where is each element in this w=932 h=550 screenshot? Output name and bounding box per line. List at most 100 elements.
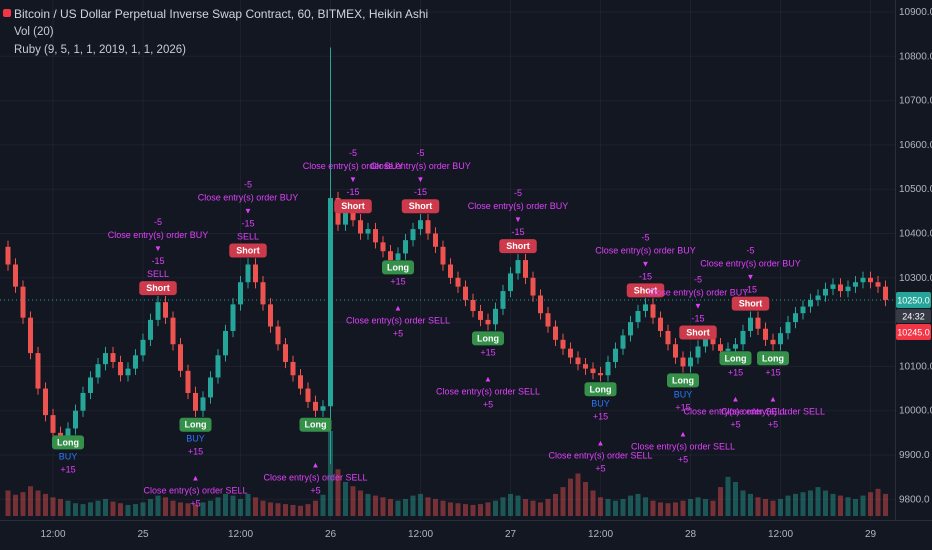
time-axis[interactable]: 12:00 25 12:00 26 12:00 27 12:00 28 12:00 29	[0, 520, 932, 550]
volume-bar	[485, 502, 491, 516]
time-axis-label: 25	[137, 529, 149, 540]
candle	[118, 361, 123, 376]
short-signal-badge[interactable]	[679, 325, 717, 340]
long-signal-badge[interactable]	[179, 417, 212, 432]
candle	[748, 317, 753, 331]
long-signal-badge[interactable]	[719, 351, 752, 366]
volume-bar	[568, 478, 573, 516]
candles-layer	[5, 47, 888, 464]
volume-bar	[133, 504, 138, 516]
order-annotation: ▼	[154, 244, 162, 253]
order-annotation: Close entry(s) order SELL	[548, 450, 652, 460]
volume-bar	[800, 492, 806, 516]
candle	[470, 299, 476, 312]
candle	[643, 304, 648, 312]
short-signal-badge[interactable]	[626, 283, 665, 298]
last-price-badge-label: 10250.0	[897, 295, 930, 305]
volume-bar	[470, 504, 476, 516]
order-annotation: Close entry(s) order BUY	[198, 193, 299, 203]
candle	[740, 330, 746, 345]
volume-bar	[305, 504, 311, 516]
long-signal-badge[interactable]	[299, 417, 332, 432]
alt-price-badge	[896, 324, 931, 340]
time-axis-label: 12:00	[40, 529, 65, 540]
candle	[208, 377, 213, 398]
candle	[605, 361, 611, 376]
volume-bar	[755, 497, 761, 516]
candle	[140, 339, 146, 356]
candle	[275, 326, 281, 345]
volume-bar	[455, 503, 461, 516]
volume-bar	[13, 494, 18, 516]
long-signal-badge[interactable]	[382, 260, 414, 275]
volume-bar	[275, 503, 281, 516]
order-annotation: ▼	[747, 273, 755, 282]
time-axis-label: 26	[325, 529, 337, 540]
volume-bar	[50, 497, 56, 516]
signal-badge-label: Long	[57, 437, 79, 447]
signal-badge-label: Long	[387, 262, 409, 272]
short-signal-badge[interactable]	[499, 239, 537, 254]
long-signal-badge[interactable]	[757, 351, 789, 366]
candle	[575, 357, 581, 365]
long-signal-badge[interactable]	[584, 382, 617, 397]
price-axis-label: 10600.0	[899, 140, 932, 151]
candle	[583, 364, 588, 369]
short-signal-badge[interactable]	[731, 296, 770, 311]
short-signal-badge[interactable]	[334, 199, 372, 214]
order-annotation: Close entry(s) order SELL	[263, 473, 367, 483]
candle	[5, 246, 11, 265]
volume-bar	[373, 495, 378, 516]
volume-bar	[658, 502, 663, 516]
volume-bar	[643, 497, 648, 516]
candle	[125, 368, 131, 376]
volume-bar	[335, 469, 341, 516]
order-annotation: -5	[416, 148, 424, 158]
order-annotation: +15	[765, 367, 780, 377]
long-signal-badge[interactable]	[52, 435, 84, 450]
volume-bar	[20, 492, 26, 516]
volume-bar	[733, 482, 738, 516]
candle	[830, 284, 836, 289]
volume-bar	[650, 500, 656, 516]
candle	[35, 353, 41, 389]
candle	[418, 220, 423, 230]
volume-bar	[185, 503, 191, 516]
volume-bar	[868, 492, 873, 516]
volume-bar	[478, 504, 483, 516]
candle	[530, 277, 536, 296]
order-annotation: BUY	[674, 389, 693, 399]
short-signal-badge[interactable]	[401, 199, 440, 214]
signal-badge-label: Short	[409, 201, 433, 211]
price-axis[interactable]: 10900.0 10800.0 10700.0 10600.0 10500.0 10400…	[895, 0, 932, 550]
order-annotation: Close entry(s) order BUY	[303, 161, 404, 171]
short-signal-badge[interactable]	[139, 281, 177, 296]
volume-indicator-label[interactable]: Vol (20)	[14, 26, 54, 38]
candle	[88, 377, 93, 393]
candle	[485, 319, 491, 325]
candle	[155, 302, 161, 320]
candle	[455, 277, 461, 287]
order-annotation: Close entry(s) order SELL	[721, 406, 825, 416]
volume-bar	[710, 500, 716, 516]
volume-bar	[65, 500, 71, 516]
long-signal-badge[interactable]	[667, 373, 699, 388]
candle	[688, 357, 693, 367]
symbol-title[interactable]: Bitcoin / US Dollar Perpetual Inverse Sw…	[14, 7, 429, 21]
candle	[163, 302, 168, 318]
candle	[733, 344, 738, 349]
volume-bar	[260, 500, 266, 516]
price-axis-label: 9900.0	[899, 450, 930, 461]
order-annotation: +5	[595, 463, 605, 473]
strategy-indicator-label[interactable]: Ruby (9, 5, 1, 1, 2019, 1, 1, 2026)	[14, 44, 186, 56]
price-axis-label: 10300.0	[899, 273, 932, 284]
order-annotation: +5	[730, 419, 740, 429]
short-signal-badge[interactable]	[229, 243, 267, 258]
volume-bar	[283, 504, 288, 516]
signal-badge-label: Long	[305, 420, 327, 430]
candle	[808, 299, 813, 307]
volume-bar	[493, 500, 498, 516]
long-signal-badge[interactable]	[472, 331, 504, 346]
candle	[328, 198, 333, 407]
